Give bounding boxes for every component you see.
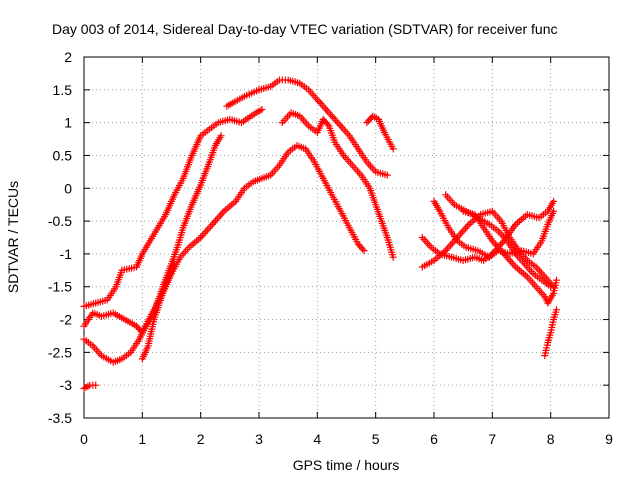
x-tick-label: 1 bbox=[138, 431, 146, 447]
x-tick-label: 7 bbox=[488, 431, 496, 447]
y-tick-label: 1.5 bbox=[53, 82, 73, 98]
x-tick-label: 4 bbox=[313, 431, 321, 447]
x-axis-title: GPS time / hours bbox=[293, 457, 400, 473]
data-point bbox=[324, 120, 331, 128]
x-tick-label: 9 bbox=[605, 431, 613, 447]
y-tick-label: 0 bbox=[64, 180, 72, 196]
series-trace-6 bbox=[80, 381, 100, 392]
data-point bbox=[170, 260, 178, 268]
x-tick-label: 0 bbox=[80, 431, 88, 447]
data-point bbox=[550, 207, 558, 215]
y-tick-label: 1 bbox=[64, 115, 72, 131]
chart-title: Day 003 of 2014, Sidereal Day-to-day VTE… bbox=[52, 21, 558, 37]
data-point bbox=[217, 132, 225, 140]
y-tick-label: -1.5 bbox=[48, 279, 72, 295]
series-trace-2 bbox=[223, 76, 391, 179]
series-trace-7 bbox=[278, 109, 397, 261]
x-tick-label: 2 bbox=[197, 431, 205, 447]
y-tick-label: -0.5 bbox=[48, 213, 72, 229]
data-point bbox=[359, 245, 366, 253]
data-point bbox=[389, 145, 397, 153]
x-tick-label: 6 bbox=[430, 431, 438, 447]
y-tick-label: -3 bbox=[60, 377, 73, 393]
y-tick-label: -3.5 bbox=[48, 410, 72, 426]
data-point bbox=[366, 115, 374, 123]
data-point bbox=[550, 283, 558, 291]
series-trace-13 bbox=[459, 207, 560, 307]
data-point bbox=[550, 197, 558, 205]
data-point bbox=[553, 276, 560, 284]
plot-frame bbox=[83, 56, 610, 419]
data-point bbox=[389, 253, 397, 261]
data-point bbox=[553, 306, 560, 314]
data-point bbox=[383, 171, 391, 179]
series-trace-14 bbox=[541, 306, 560, 360]
y-tick-label: 2 bbox=[64, 49, 72, 65]
markers bbox=[80, 76, 560, 392]
data-point bbox=[92, 381, 100, 389]
y-tick-label: -2.5 bbox=[48, 344, 72, 360]
y-tick-label: -2 bbox=[60, 312, 73, 328]
x-tick-label: 5 bbox=[372, 431, 380, 447]
y-tick-label: -1 bbox=[60, 246, 73, 262]
series-trace-5 bbox=[80, 260, 178, 366]
series-trace-1 bbox=[80, 106, 266, 310]
ticks: 0 1 2 3 4 5 6 7 8 9 -3.5 -3 -2.5 -2 -1.5 -1 -0.5 0 0.5 1 1.5… bbox=[48, 49, 613, 447]
data-point bbox=[258, 106, 266, 113]
y-axis-title: SDTVAR / TECUs bbox=[5, 181, 21, 293]
x-tick-label: 3 bbox=[255, 431, 263, 447]
y-tick-label: 0.5 bbox=[53, 147, 73, 163]
x-tick-label: 8 bbox=[547, 431, 555, 447]
data-point bbox=[360, 247, 368, 255]
series-trace-8 bbox=[363, 112, 397, 153]
grid bbox=[84, 57, 609, 418]
series-trace-3 bbox=[80, 132, 225, 337]
